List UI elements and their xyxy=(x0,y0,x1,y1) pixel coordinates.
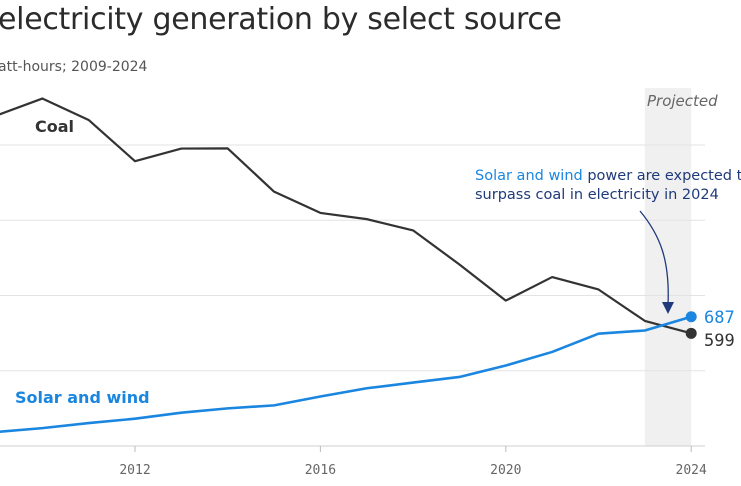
solar-wind-line xyxy=(0,315,692,434)
chart-title: electricity generation by select source xyxy=(0,2,562,37)
solar-wind-series-label: Solar and wind xyxy=(15,388,150,407)
x-tick-label: 2024 xyxy=(676,463,707,478)
x-tick-label: 2016 xyxy=(305,463,336,478)
projected-label: Projected xyxy=(647,92,718,110)
coal-line xyxy=(0,97,692,335)
chart-subtitle: att-hours; 2009-2024 xyxy=(0,59,148,75)
annotation-text: power are expected t xyxy=(583,168,741,184)
annotation-highlight: Solar and wind xyxy=(475,168,583,184)
coal-point xyxy=(685,327,697,339)
annotation-arrowhead xyxy=(662,302,674,314)
coal-series-label: Coal xyxy=(35,117,74,136)
annotation-arrow xyxy=(639,210,669,306)
projected-band xyxy=(644,88,692,446)
solar-wind-point xyxy=(685,311,697,323)
x-tick-label: 2012 xyxy=(119,463,150,478)
annotation-line-2: surpass coal in electricity in 2024 xyxy=(475,187,719,203)
solar-wind-end-label: 687 xyxy=(704,308,735,328)
annotation-line-1: Solar and wind power are expected t xyxy=(475,168,741,184)
x-tick-label: 2020 xyxy=(490,463,521,478)
coal-end-label: 599 xyxy=(704,331,735,351)
